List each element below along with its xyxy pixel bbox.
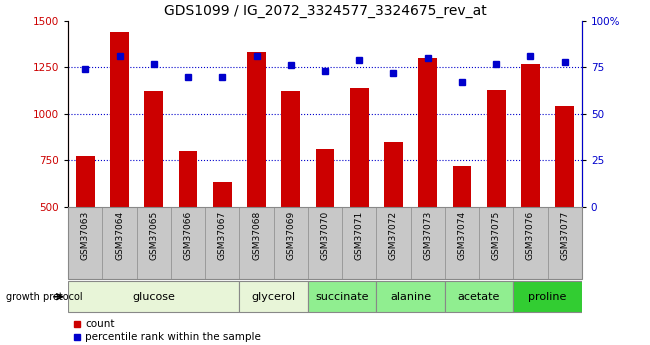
Text: GSM37075: GSM37075 bbox=[491, 210, 500, 260]
Bar bbox=[376, 281, 445, 312]
Text: alanine: alanine bbox=[390, 292, 431, 302]
Bar bbox=[179, 151, 198, 207]
Bar bbox=[316, 149, 334, 207]
Text: GSM37066: GSM37066 bbox=[183, 210, 192, 260]
Text: glucose: glucose bbox=[133, 292, 176, 302]
Bar bbox=[213, 182, 231, 207]
Bar bbox=[452, 166, 471, 207]
Bar bbox=[350, 88, 369, 207]
Bar bbox=[76, 156, 95, 207]
Bar bbox=[521, 63, 540, 207]
Bar bbox=[239, 281, 308, 312]
Legend: count, percentile rank within the sample: count, percentile rank within the sample bbox=[73, 319, 261, 342]
Bar bbox=[555, 106, 574, 207]
Bar bbox=[445, 281, 514, 312]
Title: GDS1099 / IG_2072_3324577_3324675_rev_at: GDS1099 / IG_2072_3324577_3324675_rev_at bbox=[164, 4, 486, 18]
Text: acetate: acetate bbox=[458, 292, 500, 302]
Bar bbox=[514, 281, 582, 312]
Text: GSM37070: GSM37070 bbox=[320, 210, 330, 260]
Bar bbox=[68, 281, 239, 312]
Text: GSM37072: GSM37072 bbox=[389, 210, 398, 260]
Text: GSM37076: GSM37076 bbox=[526, 210, 535, 260]
Text: GSM37069: GSM37069 bbox=[286, 210, 295, 260]
Text: GSM37065: GSM37065 bbox=[150, 210, 159, 260]
Bar bbox=[111, 32, 129, 207]
Text: GSM37064: GSM37064 bbox=[115, 210, 124, 260]
Bar bbox=[487, 90, 506, 207]
Bar bbox=[144, 90, 163, 207]
Text: proline: proline bbox=[528, 292, 567, 302]
Text: succinate: succinate bbox=[315, 292, 369, 302]
Text: GSM37071: GSM37071 bbox=[355, 210, 364, 260]
Text: GSM37067: GSM37067 bbox=[218, 210, 227, 260]
Text: growth protocol: growth protocol bbox=[6, 292, 83, 302]
Bar bbox=[419, 58, 437, 207]
Text: GSM37073: GSM37073 bbox=[423, 210, 432, 260]
Bar bbox=[384, 142, 403, 207]
Text: GSM37074: GSM37074 bbox=[458, 210, 467, 260]
Text: GSM37077: GSM37077 bbox=[560, 210, 569, 260]
Text: GSM37063: GSM37063 bbox=[81, 210, 90, 260]
Text: GSM37068: GSM37068 bbox=[252, 210, 261, 260]
Bar bbox=[247, 52, 266, 207]
Bar bbox=[308, 281, 376, 312]
Text: glycerol: glycerol bbox=[252, 292, 296, 302]
Bar bbox=[281, 91, 300, 207]
